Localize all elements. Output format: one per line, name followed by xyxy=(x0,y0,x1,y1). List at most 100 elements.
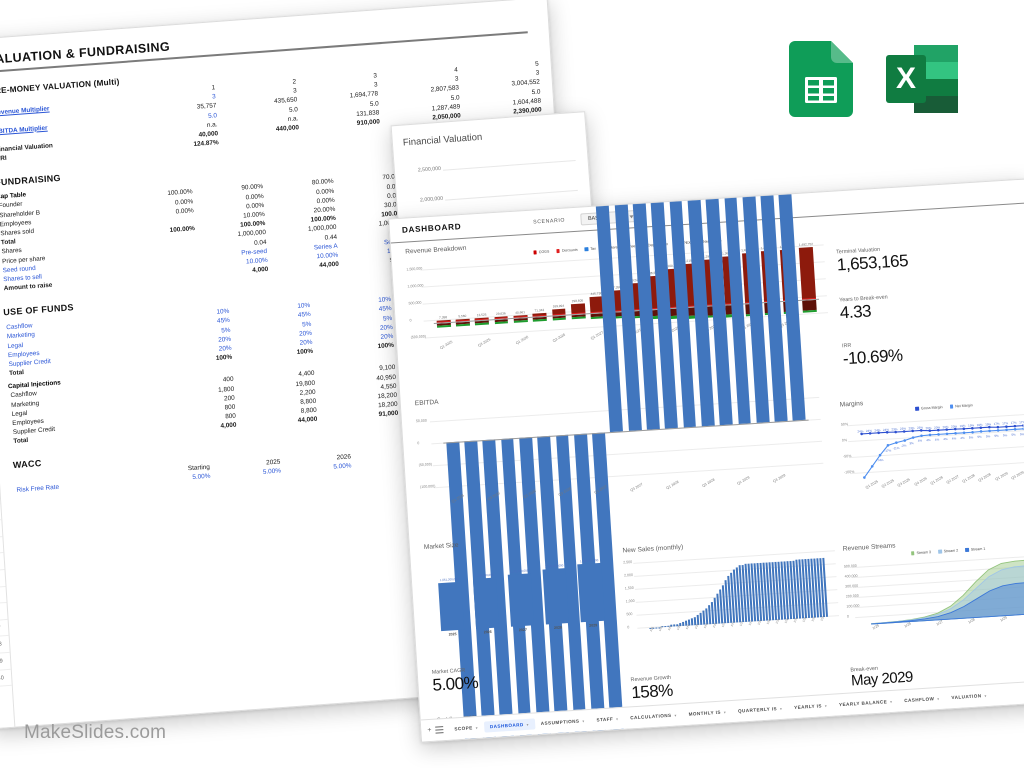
all-sheets-icon[interactable] xyxy=(435,726,444,734)
bar[interactable] xyxy=(507,573,535,627)
row-number[interactable]: 37 xyxy=(0,619,9,638)
row-number[interactable]: 40 xyxy=(0,669,12,688)
legend-item: Discounts xyxy=(556,248,578,253)
data-point-label: 3% xyxy=(909,440,914,445)
data-point-label: 23% xyxy=(899,426,907,431)
x-axis-tick: Q3 2026 xyxy=(552,332,567,344)
market-size-chart[interactable]: 1,051,200,000 2025 1,104,400,000 2026 1,141,… xyxy=(424,542,620,658)
break-even-kpi: Break-even May 2029 xyxy=(850,664,913,691)
market-size-panel: Market Size 1,051,200,000 2025 1,104,400,0… xyxy=(424,532,622,674)
svg-text:X: X xyxy=(896,62,916,95)
data-point-label: -17% xyxy=(884,448,892,453)
legend-item: Stream 1 xyxy=(965,547,985,552)
bar xyxy=(664,626,667,628)
data-point-label: 19% xyxy=(959,423,966,429)
bar-segment-net-income xyxy=(571,316,586,320)
years-break-even-kpi: Years to Break-even 4.33 xyxy=(839,294,889,322)
revenue-streams-areas xyxy=(871,559,1024,625)
bar-value-label: 298,605 xyxy=(571,298,584,303)
x-axis-tick: 1/28 xyxy=(766,619,772,625)
data-point-label: 5% xyxy=(977,434,982,439)
legend-swatch xyxy=(915,406,920,411)
sheet-tab-yearly-balance[interactable]: YEARLY BALANCE xyxy=(833,696,899,711)
revenue-streams-chart[interactable]: 500,000 400,000 300,000 200,000 100,000 0 1/25… xyxy=(844,549,1024,649)
data-point-label: 4% xyxy=(926,437,931,443)
sheet-tab-quarterly-is[interactable]: QUARTERLY IS xyxy=(732,702,789,717)
data-point-label: 5% xyxy=(1019,431,1024,437)
market-cagr-kpi: Market CAGR 5.00% xyxy=(432,667,479,695)
new-sales-chart[interactable]: 2,500 2,000 1,500 1,000 500 0 1/25 1/25 1/25 1/25… xyxy=(623,544,841,657)
legend-label: Discounts xyxy=(561,247,578,253)
row-number[interactable]: 36 xyxy=(0,603,8,622)
legend-label: Net Margin xyxy=(955,403,973,409)
data-point-label: 23% xyxy=(891,426,898,432)
sheet-tab-dashboard[interactable]: DASHBOARD xyxy=(483,718,536,733)
data-point-label: 20% xyxy=(950,423,958,429)
x-axis-tick: Q1 2027 xyxy=(590,330,605,341)
legend-label: Gross Margin xyxy=(920,405,943,411)
x-axis-tick: 1/28 xyxy=(784,617,790,624)
bar[interactable] xyxy=(472,577,500,629)
y-axis-tick: 500 xyxy=(626,612,633,617)
bar[interactable] xyxy=(799,246,817,300)
legend-swatch xyxy=(937,549,942,554)
data-point-label: 17% xyxy=(993,422,1000,427)
legend-label: Tax xyxy=(590,246,596,251)
data-point-label: 5% xyxy=(1002,432,1008,438)
margins-chart[interactable]: 50% 0% -50% -100% 24% 24% 24% 24% 23% 23% 23% 23% 20… xyxy=(841,406,1024,510)
legend-swatch xyxy=(965,548,969,552)
y-axis-tick: (100,000) xyxy=(419,484,436,490)
legend-swatch xyxy=(910,551,915,556)
x-axis-tick: Q1 2029 xyxy=(736,475,751,486)
y-axis-tick: 1,000,000 xyxy=(407,283,424,289)
bar[interactable] xyxy=(542,567,570,625)
sheet-tab-calculations[interactable]: CALCULATIONS xyxy=(624,709,683,724)
x-axis-tick: 1/28 xyxy=(757,619,763,626)
add-sheet-icon[interactable]: + xyxy=(427,726,432,735)
bar-segment-net-income xyxy=(532,318,547,322)
x-axis-tick: 1/26 xyxy=(712,622,718,629)
sheet-tab-staff[interactable]: STAFF xyxy=(590,713,624,726)
sheet-tab-monthly-is[interactable]: MONTHLY IS xyxy=(682,706,732,720)
data-point-label: 24% xyxy=(874,427,881,433)
google-sheets-icon[interactable] xyxy=(789,41,853,122)
x-axis-tick: 2025 xyxy=(448,632,457,637)
x-axis-tick: 1/29 xyxy=(793,617,799,624)
y-axis-tick: 2,000,000 xyxy=(419,195,444,204)
data-point-label: -2% xyxy=(900,443,907,448)
revenue-growth-value: 158% xyxy=(630,680,674,703)
x-axis-tick: 1/25 xyxy=(676,624,682,631)
dashboard-sheet[interactable]: DASHBOARD SCENARIO BASE Revenue Breakdow… xyxy=(388,178,1024,743)
data-point-label: 5% xyxy=(1011,432,1016,437)
x-axis-tick: 1/29 xyxy=(811,616,817,623)
bar[interactable] xyxy=(577,562,605,623)
row-number[interactable]: 39 xyxy=(0,652,11,671)
sheet-tab-yearly-is[interactable]: YEARLY IS xyxy=(788,700,834,714)
x-axis-tick: 1/27 xyxy=(748,620,754,627)
bar[interactable] xyxy=(437,582,464,632)
ebitda-chart[interactable]: 50,0000(50,000)(100,000)(52,147)(54,336)… xyxy=(415,178,826,743)
sheet-tab-assumptions[interactable]: ASSUMPTIONS xyxy=(534,715,590,729)
y-axis-tick: 0 xyxy=(417,441,420,446)
x-axis-tick: 1/28 xyxy=(775,618,781,625)
sheet-tab-scope[interactable]: SCOPE xyxy=(448,722,484,735)
microsoft-excel-icon[interactable]: X xyxy=(884,41,960,122)
sheet-tab-cashflow[interactable]: CASHFLOW xyxy=(898,693,946,707)
y-axis-tick: 0 xyxy=(627,625,630,630)
data-point-label: -11% xyxy=(892,445,900,450)
sheet-tab-valuation[interactable]: VALUATION xyxy=(945,690,993,704)
row-number[interactable]: 35 xyxy=(0,586,7,605)
data-point-label: 17% xyxy=(1019,420,1024,425)
data-point-label: 5% xyxy=(968,435,974,440)
bar xyxy=(673,624,676,627)
data-point-label: 19% xyxy=(985,422,992,427)
y-axis-tick: 1,000 xyxy=(625,598,635,604)
data-point-label: 19% xyxy=(967,423,975,428)
y-axis-tick: 2,000 xyxy=(623,572,634,578)
x-axis-tick: Q1 2028 xyxy=(665,479,680,491)
zero-axis xyxy=(443,419,809,444)
row-number[interactable]: 38 xyxy=(0,636,10,655)
data-point-label: 24% xyxy=(857,428,864,434)
legend-item: Gross Margin xyxy=(915,405,943,411)
